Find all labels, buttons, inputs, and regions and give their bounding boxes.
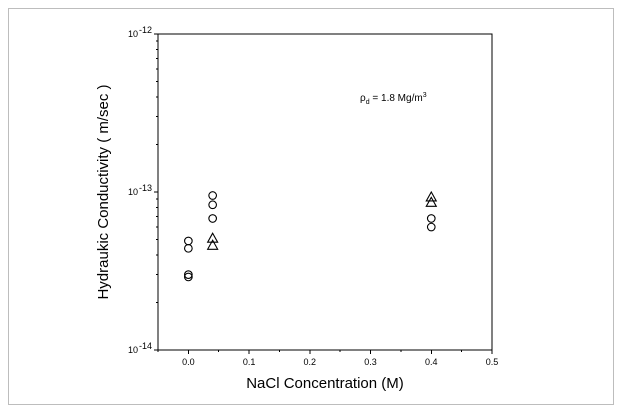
x-tick-label: 0.1 xyxy=(243,357,256,367)
data-point-circle xyxy=(208,191,218,200)
annotation-text: = 1.8 Mg/m xyxy=(370,93,423,104)
data-point-triangle xyxy=(206,232,219,243)
annotation-superscript: 3 xyxy=(423,92,427,99)
x-axis: 0.0 0.1 0.2 0.3 0.4 0.5 xyxy=(157,350,499,367)
annotation-subscript: d xyxy=(366,99,370,106)
data-point-circle xyxy=(426,214,436,223)
data-point-circle xyxy=(184,270,193,279)
annotation-rho: ρ xyxy=(360,93,366,104)
data-point-circle xyxy=(208,214,218,223)
y-tick-exponent: -12 xyxy=(139,25,152,35)
x-tick-label: 0.0 xyxy=(182,357,195,367)
x-axis-title: NaCl Concentration (M) xyxy=(246,375,404,392)
data-point-circle xyxy=(184,272,193,282)
figure-frame xyxy=(8,8,614,405)
y-tick-label: 10 xyxy=(128,187,138,197)
data-point-circle xyxy=(426,222,436,232)
data-point-triangle xyxy=(425,196,438,207)
data-point-triangle xyxy=(425,190,438,202)
y-tick-exponent: -13 xyxy=(139,183,152,193)
y-tick-exponent: -14 xyxy=(139,341,152,351)
plot-area xyxy=(157,33,493,351)
x-tick-label: 0.2 xyxy=(304,357,317,367)
y-tick-label: 10 xyxy=(128,345,138,355)
data-point-triangle xyxy=(206,239,219,250)
x-tick-label: 0.5 xyxy=(486,357,499,367)
x-tick-label: 0.3 xyxy=(364,357,377,367)
density-annotation: ρd = 1.8 Mg/m3 xyxy=(360,92,427,106)
data-point-circle xyxy=(208,200,218,210)
data-point-circle xyxy=(184,243,193,253)
x-tick-label: 0.4 xyxy=(425,357,438,367)
y-axis-title: Hydraukic Conductivity ( m/sec ) xyxy=(95,84,112,299)
y-tick-label: 10 xyxy=(128,29,138,39)
data-markers xyxy=(184,190,438,282)
data-point-circle xyxy=(184,236,193,246)
